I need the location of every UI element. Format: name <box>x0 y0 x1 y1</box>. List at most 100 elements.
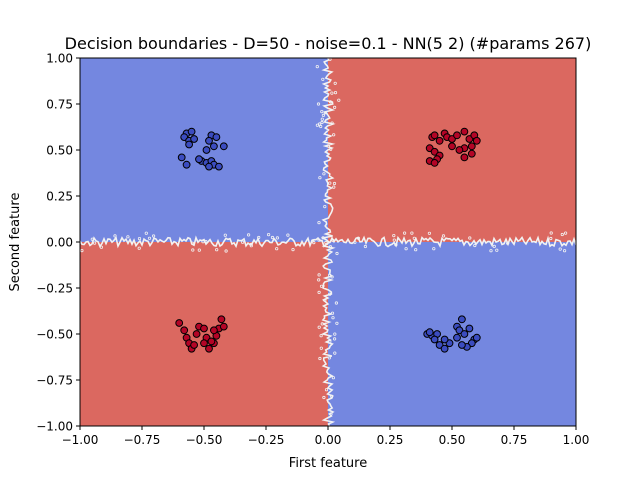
boundary-speck <box>558 247 562 251</box>
boundary-speck <box>257 235 261 240</box>
boundary-speck <box>93 241 97 245</box>
y-tick-label: 0.75 <box>46 98 73 112</box>
boundary-speck <box>191 248 195 252</box>
point-red <box>217 315 226 324</box>
y-tick-label: 0.50 <box>46 144 73 158</box>
boundary-speck <box>412 236 416 240</box>
x-tick-label: 1.00 <box>563 433 590 447</box>
boundary-speck <box>201 240 205 244</box>
boundary-speck <box>363 244 367 249</box>
horizontal-boundary-line <box>79 235 577 249</box>
boundary-speck <box>392 238 396 242</box>
boundary-speck <box>204 239 208 244</box>
boundary-speck <box>337 98 341 102</box>
boundary-speck <box>224 249 228 253</box>
point-red <box>472 136 481 145</box>
boundary-speck <box>330 91 334 95</box>
boundary-speck <box>323 111 327 115</box>
boundary-speck <box>319 346 323 350</box>
point-blue <box>187 127 196 136</box>
point-red <box>460 153 469 162</box>
boundary-speck <box>137 237 142 241</box>
boundary-speck <box>414 248 418 252</box>
boundary-speck <box>329 147 333 151</box>
point-red <box>455 146 464 154</box>
boundary-speck <box>441 234 446 238</box>
boundary-speck <box>249 242 253 246</box>
point-red <box>190 341 199 349</box>
boundary-speck <box>317 290 321 294</box>
boundary-speck <box>197 248 201 252</box>
point-blue <box>210 142 218 151</box>
boundary-speck <box>147 236 152 240</box>
x-tick-label: 0.25 <box>377 433 404 447</box>
point-blue <box>430 335 439 344</box>
boundary-speck <box>286 233 290 237</box>
x-axis-label: First feature <box>289 456 367 471</box>
boundary-speck <box>275 247 279 251</box>
boundary-speck <box>291 248 295 252</box>
boundary-speck <box>317 325 321 329</box>
y-tick-label: 0.00 <box>46 236 73 250</box>
y-tick-label: −0.25 <box>36 282 73 296</box>
boundary-speck <box>404 247 408 251</box>
point-blue <box>205 162 213 171</box>
boundary-speck <box>320 322 324 326</box>
y-tick-label: −0.50 <box>36 328 73 342</box>
boundary-speck <box>137 246 141 250</box>
boundary-speck <box>266 233 271 237</box>
boundary-speck <box>432 247 436 251</box>
boundary-speck <box>560 232 564 237</box>
boundary-speck <box>353 240 357 244</box>
boundary-speck <box>126 235 130 239</box>
point-blue <box>185 140 194 149</box>
y-axis-ticks: −1.00 −0.75 −0.50 −0.25 0.00 0.25 0.50 0.75 1.00 <box>36 52 80 434</box>
boundary-speck <box>270 235 275 240</box>
boundary-speck <box>394 243 398 247</box>
boundary-speck <box>223 233 227 237</box>
boundary-speck <box>335 251 339 256</box>
boundary-speck <box>113 234 117 238</box>
point-blue <box>195 155 203 164</box>
region-red-2 <box>80 242 328 426</box>
boundary-speck <box>333 351 337 355</box>
point-red <box>210 326 218 335</box>
point-red <box>430 159 439 167</box>
boundary-speck <box>333 332 337 336</box>
point-red <box>453 131 461 140</box>
point-blue <box>460 330 469 338</box>
point-red <box>192 330 201 338</box>
boundary-speck <box>80 249 84 253</box>
boundary-speck <box>315 65 319 69</box>
boundary-speck <box>247 233 251 237</box>
boundary-speck <box>549 236 553 241</box>
boundary-speck <box>335 321 339 325</box>
boundary-speck <box>328 340 332 344</box>
boundary-speck <box>215 248 219 252</box>
point-blue <box>472 333 481 342</box>
point-red <box>467 142 476 151</box>
point-red <box>200 339 208 348</box>
boundary-speck <box>318 356 322 361</box>
boundary-speck <box>318 176 322 180</box>
point-blue <box>453 333 461 342</box>
x-tick-label: −0.75 <box>124 433 161 447</box>
boundary-speck <box>317 238 321 242</box>
x-tick-label: 0.00 <box>315 433 342 447</box>
boundary-speck <box>495 248 499 252</box>
point-blue <box>182 160 191 169</box>
x-tick-label: −0.25 <box>248 433 285 447</box>
boundary-speck <box>330 311 335 315</box>
boundary-speck <box>275 236 279 240</box>
y-tick-label: −1.00 <box>36 420 73 434</box>
boundary-speck <box>90 237 94 241</box>
boundary-speck <box>321 236 325 240</box>
point-blue <box>190 135 199 143</box>
point-red <box>200 324 208 333</box>
boundary-speck <box>319 334 323 338</box>
boundary-speck <box>489 249 493 253</box>
boundary-speck <box>322 172 326 176</box>
boundary-speck <box>322 395 326 400</box>
boundary-speck <box>332 105 337 110</box>
point-blue <box>425 328 434 337</box>
